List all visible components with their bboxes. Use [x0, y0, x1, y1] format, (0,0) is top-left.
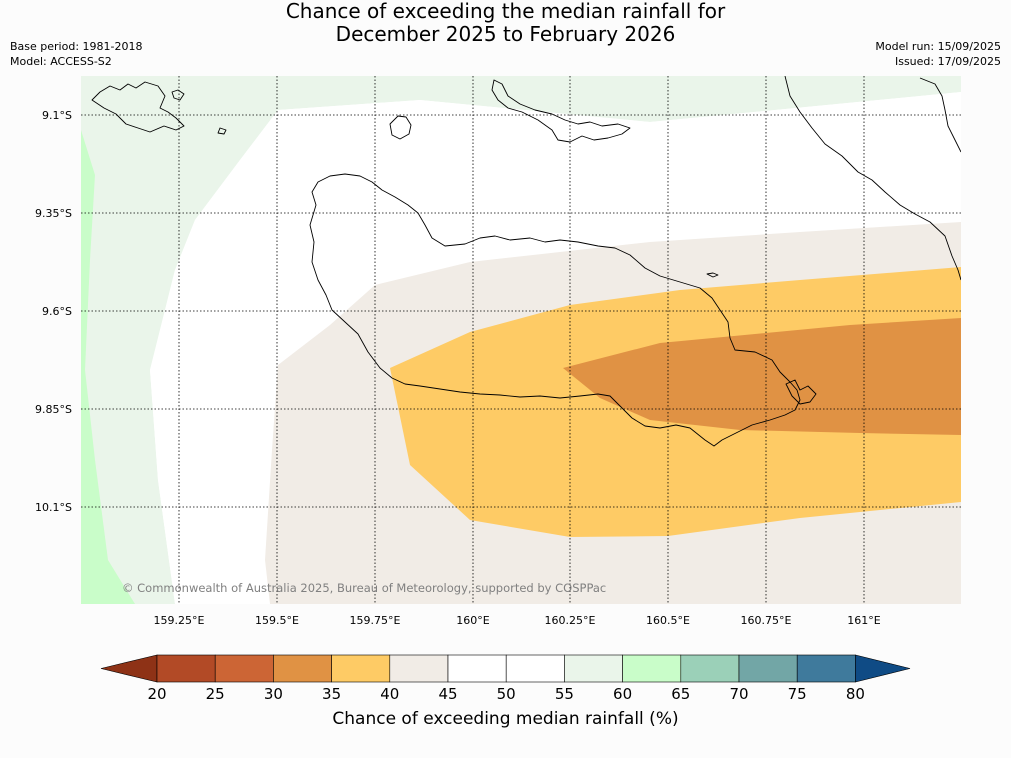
issued-text: Issued: 17/09/2025	[894, 55, 1001, 68]
lat-label: 10.1°S	[35, 501, 72, 514]
colorbar-cell	[738, 654, 798, 683]
lon-label: 159.75°E	[350, 614, 401, 627]
colorbar-tick-label: 45	[438, 685, 457, 703]
colorbar-tick-label: 40	[380, 685, 399, 703]
map-area	[81, 76, 961, 604]
marau-islets-coast	[785, 379, 817, 405]
lon-label: 160.25°E	[545, 614, 596, 627]
title-line-1: Chance of exceeding the median rainfall …	[285, 0, 726, 23]
latitude-labels: 9.1°S 9.35°S 9.6°S 9.85°S 10.1°S	[35, 109, 72, 514]
colorbar-cell	[331, 654, 391, 683]
lon-label: 160°E	[456, 614, 489, 627]
band-55-60	[81, 76, 961, 604]
lat-label: 9.1°S	[42, 109, 72, 122]
lon-label: 160.5°E	[646, 614, 690, 627]
lon-label: 161°E	[847, 614, 880, 627]
nw-islands-coast	[91, 81, 185, 133]
lon-label: 159.5°E	[255, 614, 299, 627]
colorbar-cell	[214, 654, 274, 683]
colorbar-cell	[273, 654, 332, 683]
colorbar-extend-right	[855, 654, 911, 683]
coastlines	[91, 76, 961, 447]
colorbar-extend-left	[100, 654, 158, 683]
colorbar-cell	[622, 654, 682, 683]
meta-right: Model run: 15/09/2025 Issued: 17/09/2025	[875, 39, 1001, 69]
islet-coast	[389, 115, 412, 140]
base-period-text: Base period: 1981-2018	[10, 40, 143, 53]
colorbar-tick-label: 55	[555, 685, 574, 703]
colorbar-tick-label: 35	[322, 685, 341, 703]
nw-islet-2-coast	[217, 127, 227, 135]
colorbar-cell	[796, 654, 856, 683]
colorbar-cell	[447, 654, 507, 683]
lat-label: 9.35°S	[35, 207, 72, 220]
band-60-65	[81, 130, 135, 604]
copyright-notice: © Commonwealth of Australia 2025, Bureau…	[122, 581, 606, 595]
florida-islands-coast	[491, 79, 631, 143]
colorbar-cell	[564, 654, 623, 683]
colorbar-tick-label: 80	[846, 685, 865, 703]
colorbar-cells	[100, 654, 911, 683]
model-text: Model: ACCESS-S2	[10, 55, 112, 68]
colorbar-cell	[156, 654, 216, 683]
colorbar-tick-label: 50	[497, 685, 516, 703]
title-line-2: December 2025 to February 2026	[335, 22, 676, 46]
map-title: Chance of exceeding the median rainfall …	[0, 0, 1011, 46]
colorbar-tick-label: 20	[147, 685, 166, 703]
colorbar-cell	[505, 654, 565, 683]
colorbar-tick-label: 60	[613, 685, 632, 703]
colorbar: 20 25 30 35 40 45 50 55 60 65 70 75 80	[100, 654, 911, 703]
model-run-text: Model run: 15/09/2025	[875, 40, 1001, 53]
band-50-55	[150, 92, 961, 604]
colorbar-tick-label: 75	[788, 685, 807, 703]
rainfall-map: 9.1°S 9.35°S 9.6°S 9.85°S 10.1°S 159.25°…	[35, 76, 961, 627]
lat-label: 9.6°S	[42, 305, 72, 318]
guadalcanal-coast	[309, 173, 801, 447]
malaita-north-coast	[919, 77, 961, 153]
small-islet-coast	[706, 272, 719, 278]
gridlines	[81, 76, 961, 604]
colorbar-cell	[389, 654, 449, 683]
lon-label: 160.75°E	[741, 614, 792, 627]
colorbar-cell	[680, 654, 740, 683]
colorbar-tick-label: 30	[264, 685, 283, 703]
colorbar-title: Chance of exceeding median rainfall (%)	[332, 709, 679, 729]
malaita-coast	[784, 76, 961, 281]
band-30-35	[563, 318, 961, 435]
lon-label: 159.25°E	[154, 614, 205, 627]
colorbar-tick-label: 70	[729, 685, 748, 703]
lat-label: 9.85°S	[35, 403, 72, 416]
colorbar-labels: 20 25 30 35 40 45 50 55 60 65 70 75 80	[147, 685, 864, 703]
colorbar-tick-label: 25	[206, 685, 225, 703]
colorbar-tick-label: 65	[671, 685, 690, 703]
nw-islet-coast	[171, 89, 185, 101]
longitude-labels: 159.25°E 159.5°E 159.75°E 160°E 160.25°E…	[154, 614, 881, 627]
meta-left: Base period: 1981-2018 Model: ACCESS-S2	[10, 39, 142, 69]
